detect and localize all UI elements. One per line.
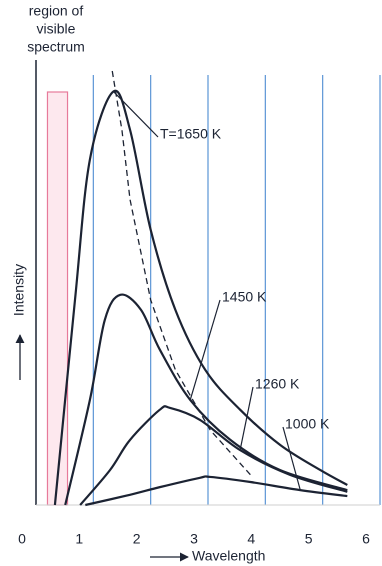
x-tick-label: 3 <box>190 531 198 547</box>
peak-locus <box>111 70 251 476</box>
x-tick-label: 1 <box>75 531 83 547</box>
visible-label-line: region of <box>29 3 84 19</box>
visible-region <box>46 91 69 506</box>
x-tick-label: 2 <box>133 531 141 547</box>
x-tick-label: 4 <box>247 531 255 547</box>
curve <box>53 89 348 506</box>
label-leader <box>112 91 159 138</box>
label-leader <box>239 386 254 451</box>
x-tick-label: 5 <box>305 531 313 547</box>
curve <box>85 475 348 507</box>
curve <box>79 405 348 506</box>
label-leader <box>282 426 301 491</box>
x-tick-label: 6 <box>362 531 370 547</box>
x-tick-label: 0 <box>18 531 26 547</box>
visible-label-line: visible <box>37 21 76 37</box>
curve <box>64 293 348 506</box>
visible-label: region of visible spectrum <box>27 3 85 55</box>
label-leader <box>189 299 221 401</box>
visible-label-line: spectrum <box>27 39 85 55</box>
curve-label: T=1650 K <box>160 126 222 142</box>
curve-label: 1450 K <box>222 289 267 305</box>
curve-label: 1260 K <box>255 376 300 392</box>
y-axis-label: Intensity <box>11 264 27 316</box>
curve-label: 1000 K <box>285 416 330 432</box>
x-axis-label: Wavelength <box>192 548 265 564</box>
